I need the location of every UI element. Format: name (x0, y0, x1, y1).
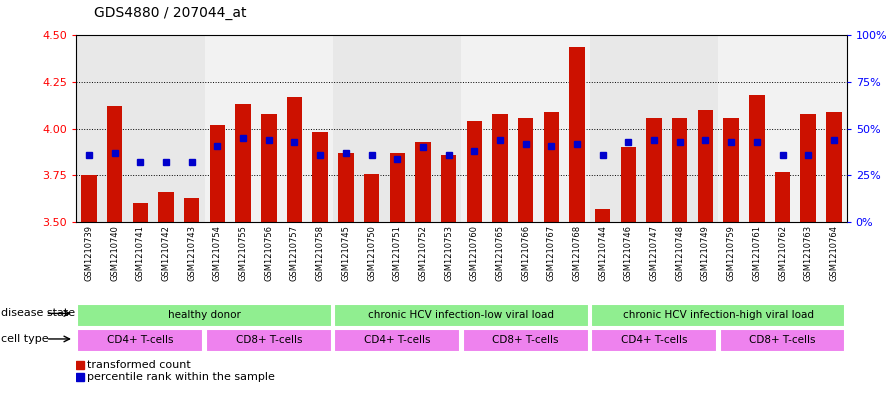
Text: CD8+ T-cells: CD8+ T-cells (749, 335, 815, 345)
Bar (492, 114, 508, 222)
Bar (461, 35, 590, 222)
Bar (569, 46, 585, 222)
Bar (723, 118, 739, 222)
Text: transformed count: transformed count (87, 360, 191, 370)
Bar (236, 105, 251, 222)
Bar (133, 203, 148, 222)
Text: chronic HCV infection-high viral load: chronic HCV infection-high viral load (623, 310, 814, 320)
Bar (159, 192, 174, 222)
Text: CD4+ T-cells: CD4+ T-cells (364, 335, 430, 345)
FancyBboxPatch shape (719, 329, 846, 353)
FancyBboxPatch shape (591, 329, 717, 353)
Bar (287, 97, 302, 222)
FancyBboxPatch shape (462, 329, 589, 353)
FancyBboxPatch shape (77, 329, 203, 353)
Text: GDS4880 / 207044_at: GDS4880 / 207044_at (94, 6, 246, 20)
Bar (544, 112, 559, 222)
FancyBboxPatch shape (591, 304, 846, 327)
Bar (800, 114, 816, 222)
Text: chronic HCV infection-low viral load: chronic HCV infection-low viral load (368, 310, 555, 320)
Bar (333, 35, 461, 222)
Text: healthy donor: healthy donor (168, 310, 241, 320)
Bar (646, 118, 662, 222)
Text: CD4+ T-cells: CD4+ T-cells (621, 335, 687, 345)
Bar (76, 35, 204, 222)
Bar (82, 175, 97, 222)
Bar (313, 132, 328, 222)
Bar (261, 114, 277, 222)
Bar (390, 153, 405, 222)
Bar (672, 118, 687, 222)
Bar (826, 112, 841, 222)
FancyBboxPatch shape (334, 329, 461, 353)
Bar (775, 172, 790, 222)
Bar (749, 95, 764, 222)
Bar (210, 125, 225, 222)
Bar (415, 142, 431, 222)
Bar (364, 174, 379, 222)
Bar (338, 153, 354, 222)
Text: cell type: cell type (1, 334, 48, 344)
Bar (595, 209, 610, 222)
Text: disease state: disease state (1, 309, 75, 318)
Bar (698, 110, 713, 222)
Text: CD4+ T-cells: CD4+ T-cells (108, 335, 174, 345)
FancyBboxPatch shape (334, 304, 589, 327)
Bar (184, 198, 200, 222)
Text: CD8+ T-cells: CD8+ T-cells (236, 335, 302, 345)
Bar (621, 147, 636, 222)
Bar (204, 35, 333, 222)
Bar (441, 155, 456, 222)
Text: percentile rank within the sample: percentile rank within the sample (87, 373, 275, 382)
Bar (467, 121, 482, 222)
Text: CD8+ T-cells: CD8+ T-cells (493, 335, 559, 345)
Bar (719, 35, 847, 222)
FancyBboxPatch shape (77, 304, 332, 327)
FancyBboxPatch shape (206, 329, 332, 353)
Bar (590, 35, 719, 222)
Bar (518, 118, 533, 222)
Bar (107, 106, 123, 222)
